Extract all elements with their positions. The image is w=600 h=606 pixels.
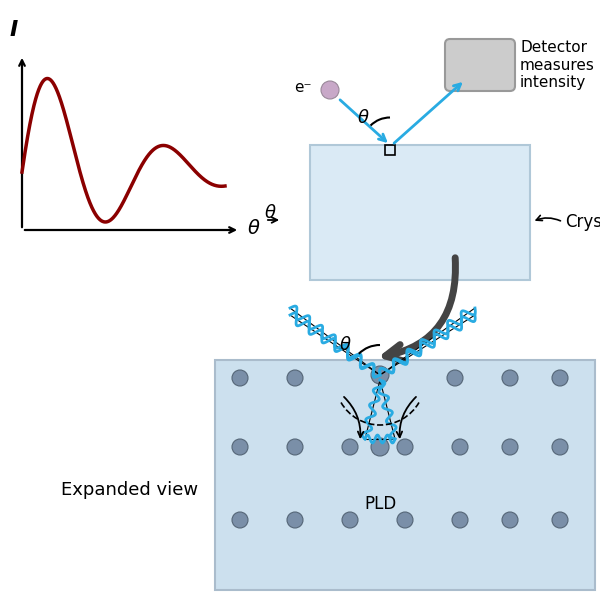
Circle shape — [397, 512, 413, 528]
Circle shape — [371, 438, 389, 456]
Text: Crystal: Crystal — [565, 213, 600, 231]
Circle shape — [502, 439, 518, 455]
Circle shape — [552, 512, 568, 528]
Text: e⁻: e⁻ — [295, 81, 312, 96]
FancyBboxPatch shape — [445, 39, 515, 91]
Text: θ: θ — [358, 109, 369, 127]
Circle shape — [232, 512, 248, 528]
Circle shape — [287, 370, 303, 386]
Circle shape — [452, 439, 468, 455]
Circle shape — [342, 439, 358, 455]
Bar — [215, 360, 595, 590]
Text: Detector
measures
intensity: Detector measures intensity — [520, 40, 595, 90]
Text: I: I — [10, 20, 18, 40]
Circle shape — [232, 439, 248, 455]
Circle shape — [502, 370, 518, 386]
Circle shape — [287, 439, 303, 455]
Bar — [310, 145, 530, 280]
Circle shape — [552, 439, 568, 455]
Circle shape — [287, 512, 303, 528]
Circle shape — [371, 366, 389, 384]
Circle shape — [502, 512, 518, 528]
Circle shape — [552, 370, 568, 386]
Text: Expanded view: Expanded view — [61, 481, 199, 499]
Circle shape — [447, 370, 463, 386]
Text: PLD: PLD — [364, 495, 396, 513]
Bar — [385, 145, 395, 155]
Circle shape — [452, 512, 468, 528]
Text: θ: θ — [265, 204, 276, 222]
Circle shape — [321, 81, 339, 99]
Circle shape — [342, 512, 358, 528]
Text: θ: θ — [248, 219, 260, 238]
Text: θ: θ — [340, 336, 351, 354]
Circle shape — [397, 439, 413, 455]
Circle shape — [232, 370, 248, 386]
